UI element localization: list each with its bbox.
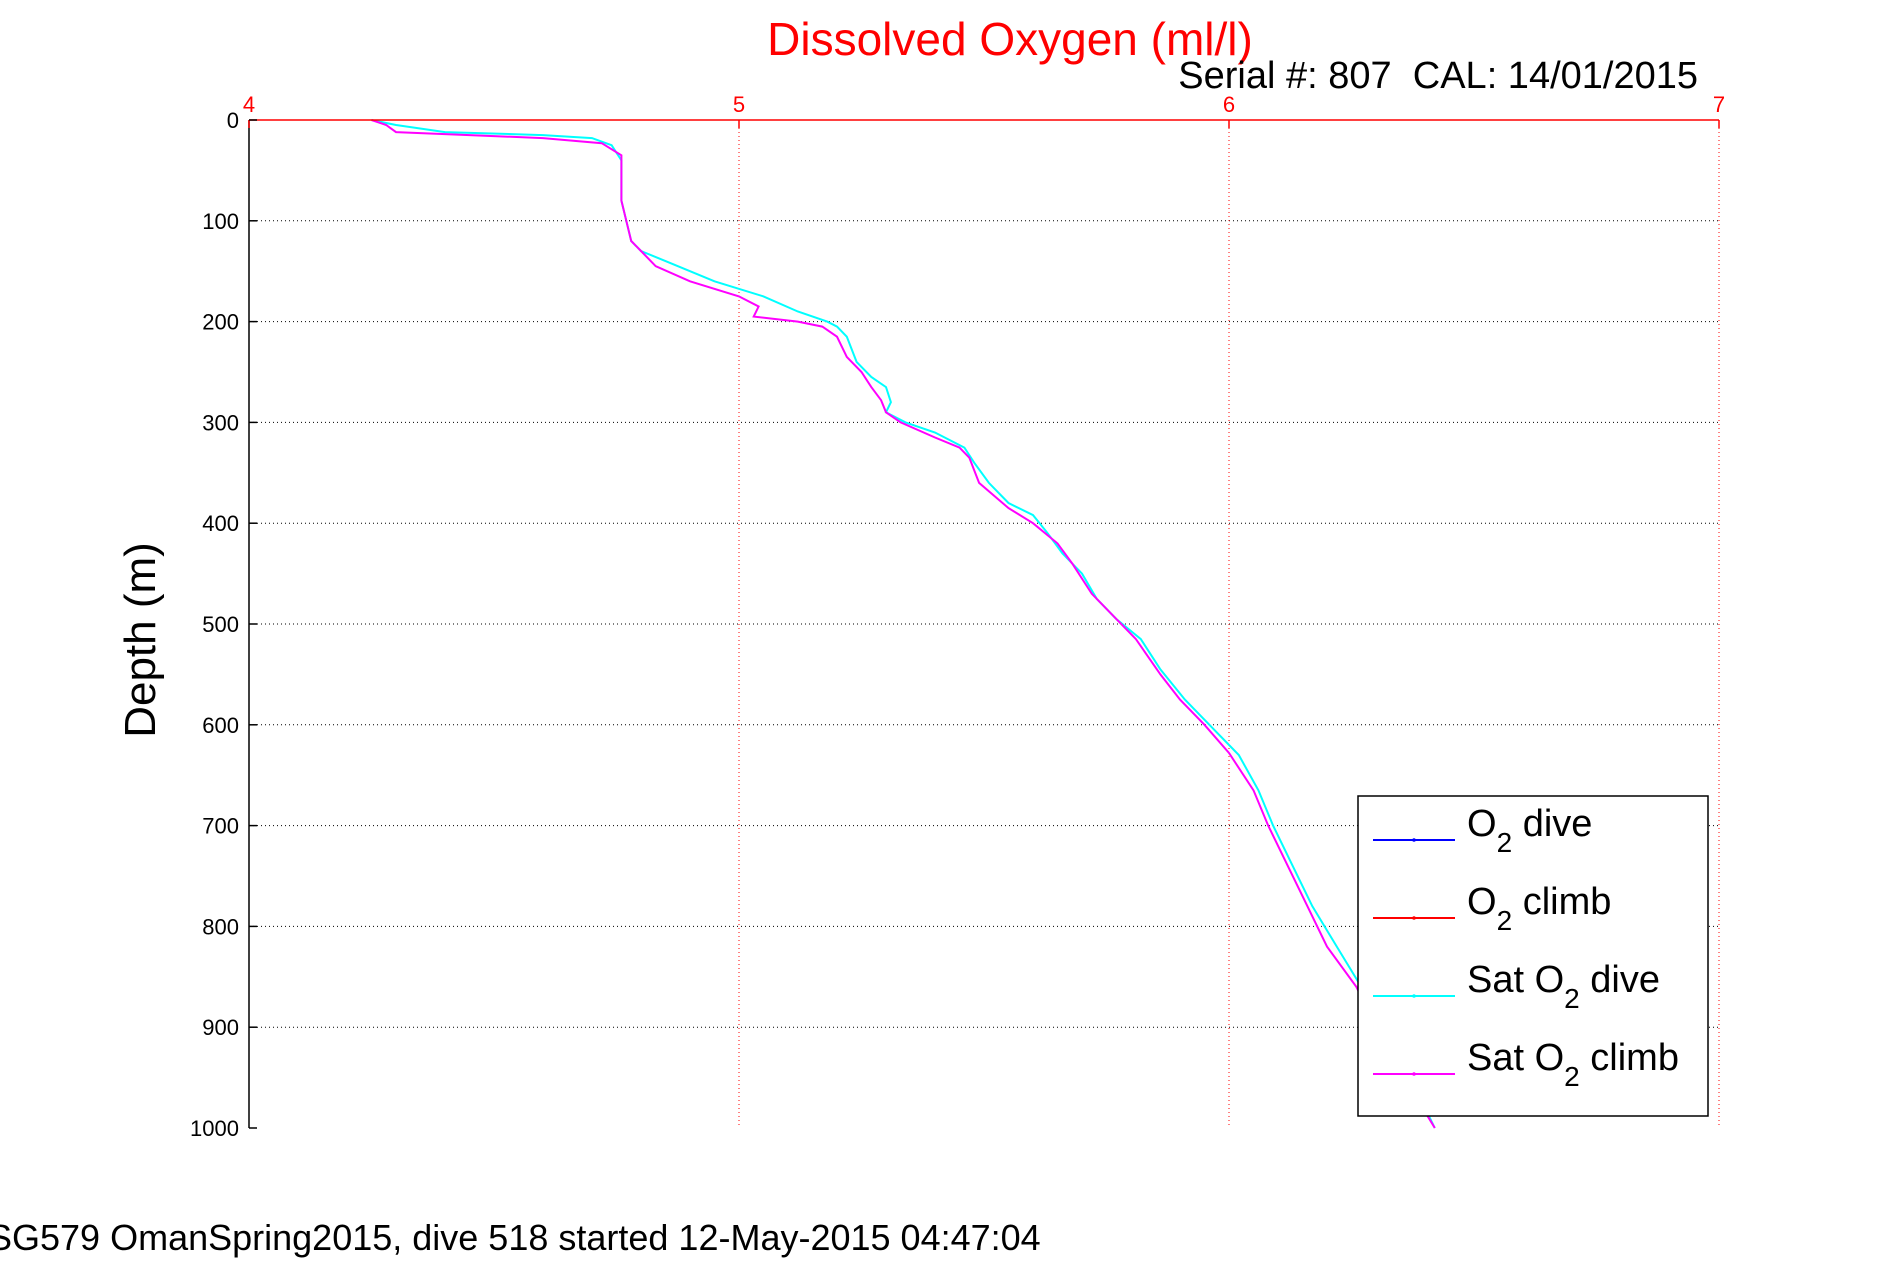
x-tick-label: 5 [733, 92, 745, 117]
legend-marker-o2-climb [1412, 916, 1416, 920]
legend-label-o2-dive: O2 dive [1467, 803, 1592, 858]
y-tick-label: 100 [202, 209, 239, 234]
y-tick-label: 300 [202, 410, 239, 435]
footer-caption: SG579 OmanSpring2015, dive 518 started 1… [0, 1217, 1041, 1258]
series-layer [371, 119, 1436, 1129]
legend-marker-sat-o2-climb [1412, 1072, 1416, 1076]
x-tick-label: 7 [1713, 92, 1725, 117]
legend-box [1357, 795, 1709, 1117]
x-tick-label: 6 [1223, 92, 1235, 117]
y-tick-label: 500 [202, 612, 239, 637]
series-line-sat-o2-climb [371, 119, 1436, 1129]
y-tick-label: 900 [202, 1015, 239, 1040]
y-tick-label: 200 [202, 310, 239, 335]
chart-title: Dissolved Oxygen (ml/l) [767, 13, 1253, 65]
y-tick-label: 600 [202, 713, 239, 738]
y-tick-label: 400 [202, 511, 239, 536]
legend-label-o2-climb: O2 climb [1467, 881, 1611, 936]
legend-label-sat-o2-climb: Sat O2 climb [1467, 1037, 1679, 1092]
x-tick-label: 4 [243, 92, 255, 117]
legend-label-sat-o2-dive: Sat O2 dive [1467, 959, 1660, 1014]
series-line-sat-o2-dive [371, 119, 1436, 1129]
y-tick-label: 700 [202, 814, 239, 839]
axes: 4 5 6 7 0 100 200 300 400 500 600 700 800 900 1000 [190, 92, 1725, 1141]
chart-subtitle: Serial #: 807 CAL: 14/01/2015 [1178, 55, 1698, 97]
legend: O2 dive O2 climb Sat O2 dive Sat O2 climb [1357, 795, 1709, 1117]
y-tick-label: 0 [227, 108, 239, 133]
y-tick-label: 1000 [190, 1116, 239, 1141]
legend-marker-sat-o2-dive [1412, 994, 1416, 998]
legend-marker-o2-dive [1412, 838, 1416, 842]
y-tick-label: 800 [202, 914, 239, 939]
y-axis-label: Depth (m) [116, 542, 165, 738]
